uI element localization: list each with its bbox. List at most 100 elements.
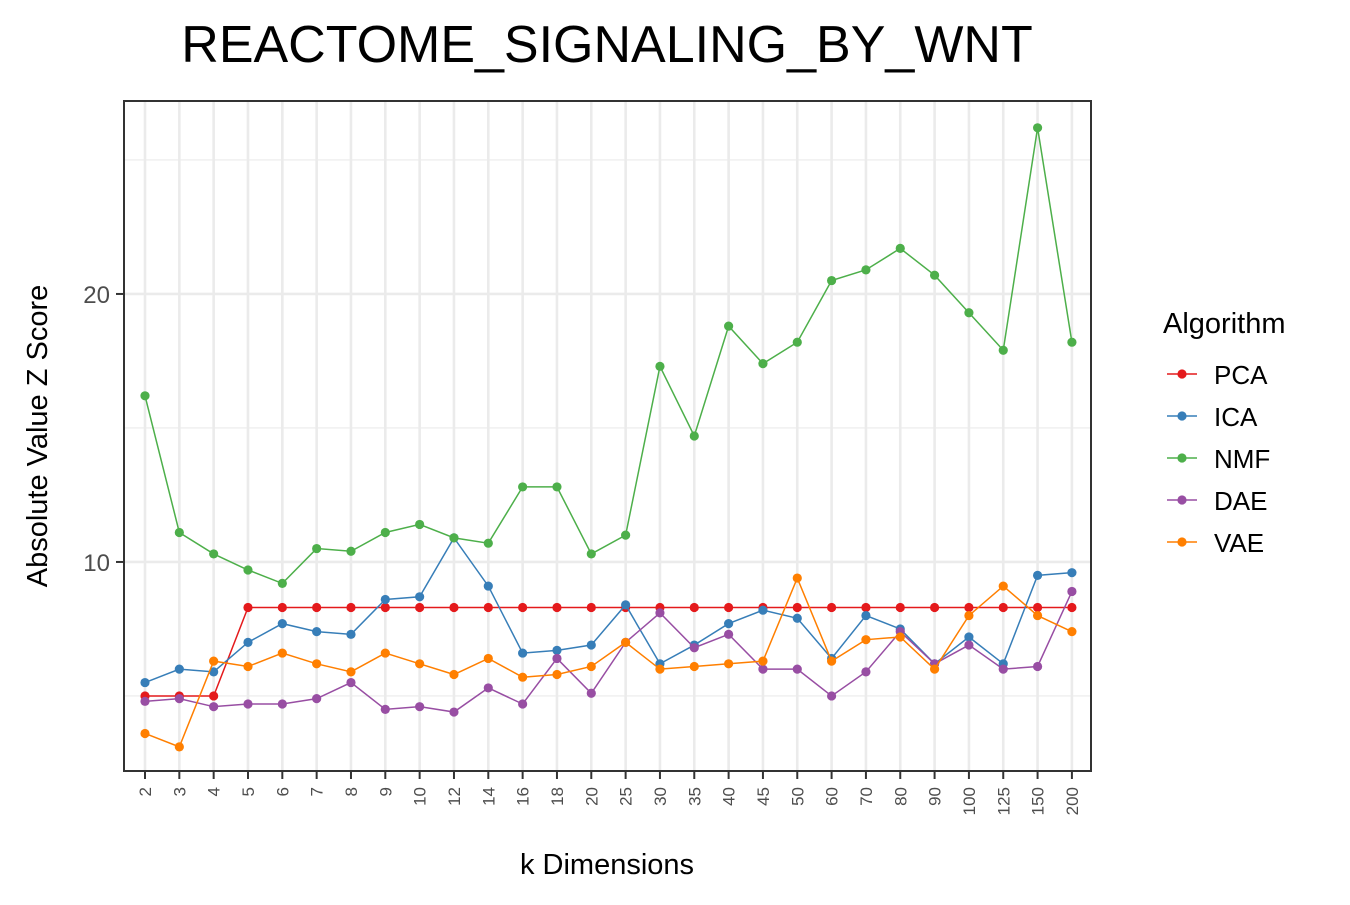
- data-point-ica: [552, 645, 562, 656]
- data-point-ica: [621, 600, 631, 610]
- data-point-pca: [243, 602, 253, 613]
- series-line-pca: [145, 606, 1072, 697]
- legend-label-dae: DAE: [1214, 486, 1267, 516]
- data-point-nmf: [346, 546, 356, 556]
- data-point-dae: [827, 691, 837, 701]
- data-point-vae: [415, 659, 425, 669]
- data-point-nmf: [964, 308, 974, 318]
- x-tick-label: 2: [136, 787, 155, 796]
- data-point-ica: [724, 619, 734, 629]
- x-tick-label: 30: [651, 787, 670, 806]
- data-point-ica: [1067, 568, 1077, 578]
- data-point-vae: [689, 661, 699, 672]
- data-point-vae: [346, 667, 356, 677]
- y-tick-label: 20: [83, 282, 110, 309]
- data-point-dae: [552, 653, 562, 664]
- data-point-vae: [140, 728, 150, 739]
- series-line-dae: [144, 591, 1073, 713]
- data-point-ica: [277, 619, 287, 629]
- data-point-dae: [277, 699, 287, 709]
- x-tick-label: 50: [788, 787, 807, 806]
- legend-key-point: [1177, 495, 1187, 505]
- data-point-nmf: [861, 265, 871, 275]
- data-point-nmf: [586, 549, 596, 559]
- data-point-dae: [998, 664, 1008, 674]
- chart-title: REACTOME_SIGNALING_BY_WNT: [181, 16, 1032, 74]
- data-point-vae: [243, 661, 253, 672]
- series-vae: [140, 573, 1077, 752]
- data-point-ica: [415, 592, 425, 602]
- data-point-vae: [998, 581, 1008, 591]
- data-point-ica: [964, 632, 974, 642]
- data-point-nmf: [689, 431, 699, 441]
- x-axis-label: k Dimensions: [520, 849, 694, 881]
- x-tick-label: 80: [891, 787, 910, 806]
- data-point-pca: [861, 602, 871, 613]
- x-tick-label: 3: [170, 787, 189, 796]
- data-point-nmf: [483, 538, 493, 548]
- data-point-dae: [518, 699, 528, 709]
- data-point-pca: [724, 602, 734, 613]
- x-tick-label: 20: [582, 787, 601, 806]
- data-point-dae: [586, 688, 596, 698]
- x-tick-label: 70: [857, 787, 876, 806]
- data-point-vae: [1067, 627, 1077, 637]
- legend-key-point: [1177, 453, 1187, 463]
- x-tick-label: 18: [548, 787, 567, 806]
- data-point-pca: [1032, 602, 1043, 613]
- data-point-vae: [895, 632, 905, 642]
- data-point-nmf: [655, 361, 665, 371]
- data-point-ica: [140, 677, 150, 688]
- data-point-vae: [449, 669, 459, 680]
- data-point-pca: [964, 602, 974, 613]
- series-layer: [140, 123, 1077, 752]
- data-point-dae: [1067, 586, 1077, 597]
- data-point-dae: [209, 702, 219, 712]
- data-point-ica: [243, 637, 253, 647]
- data-point-nmf: [827, 275, 837, 286]
- data-point-vae: [586, 661, 596, 672]
- data-point-dae: [449, 707, 459, 717]
- series-nmf: [140, 123, 1077, 589]
- x-tick-label: 12: [445, 787, 464, 806]
- data-point-ica: [792, 613, 802, 623]
- data-point-vae: [758, 656, 768, 666]
- data-point-pca: [209, 691, 219, 701]
- data-point-ica: [174, 664, 184, 674]
- data-point-ica: [518, 648, 528, 658]
- data-point-dae: [861, 667, 871, 677]
- data-point-vae: [277, 648, 287, 658]
- data-point-pca: [312, 602, 322, 613]
- data-point-ica: [758, 605, 768, 615]
- data-point-nmf: [758, 359, 768, 369]
- data-point-ica: [861, 610, 871, 621]
- data-point-pca: [277, 602, 287, 613]
- data-point-nmf: [792, 337, 802, 347]
- data-point-vae: [861, 635, 871, 645]
- data-point-ica: [483, 581, 493, 591]
- data-point-dae: [792, 664, 802, 674]
- data-point-pca: [929, 602, 940, 613]
- x-tick-label: 60: [823, 787, 842, 806]
- data-point-vae: [209, 656, 219, 666]
- data-point-pca: [483, 602, 493, 613]
- x-tick-label: 100: [960, 787, 979, 815]
- data-point-nmf: [380, 527, 390, 538]
- data-point-dae: [1032, 661, 1043, 672]
- data-point-pca: [1067, 602, 1077, 613]
- x-tick-label: 125: [994, 787, 1013, 815]
- data-point-dae: [174, 694, 184, 704]
- data-point-dae: [724, 629, 734, 639]
- data-point-nmf: [552, 482, 562, 492]
- x-tick-label: 40: [720, 787, 739, 806]
- x-tick-label: 9: [376, 787, 395, 796]
- data-point-nmf: [277, 578, 287, 589]
- data-point-nmf: [243, 565, 253, 575]
- data-point-vae: [1032, 610, 1043, 621]
- data-point-dae: [346, 677, 356, 688]
- data-point-pca: [415, 602, 425, 613]
- data-point-vae: [380, 648, 390, 658]
- legend-item-pca: PCA: [1167, 360, 1268, 390]
- x-tick-label: 7: [308, 787, 327, 796]
